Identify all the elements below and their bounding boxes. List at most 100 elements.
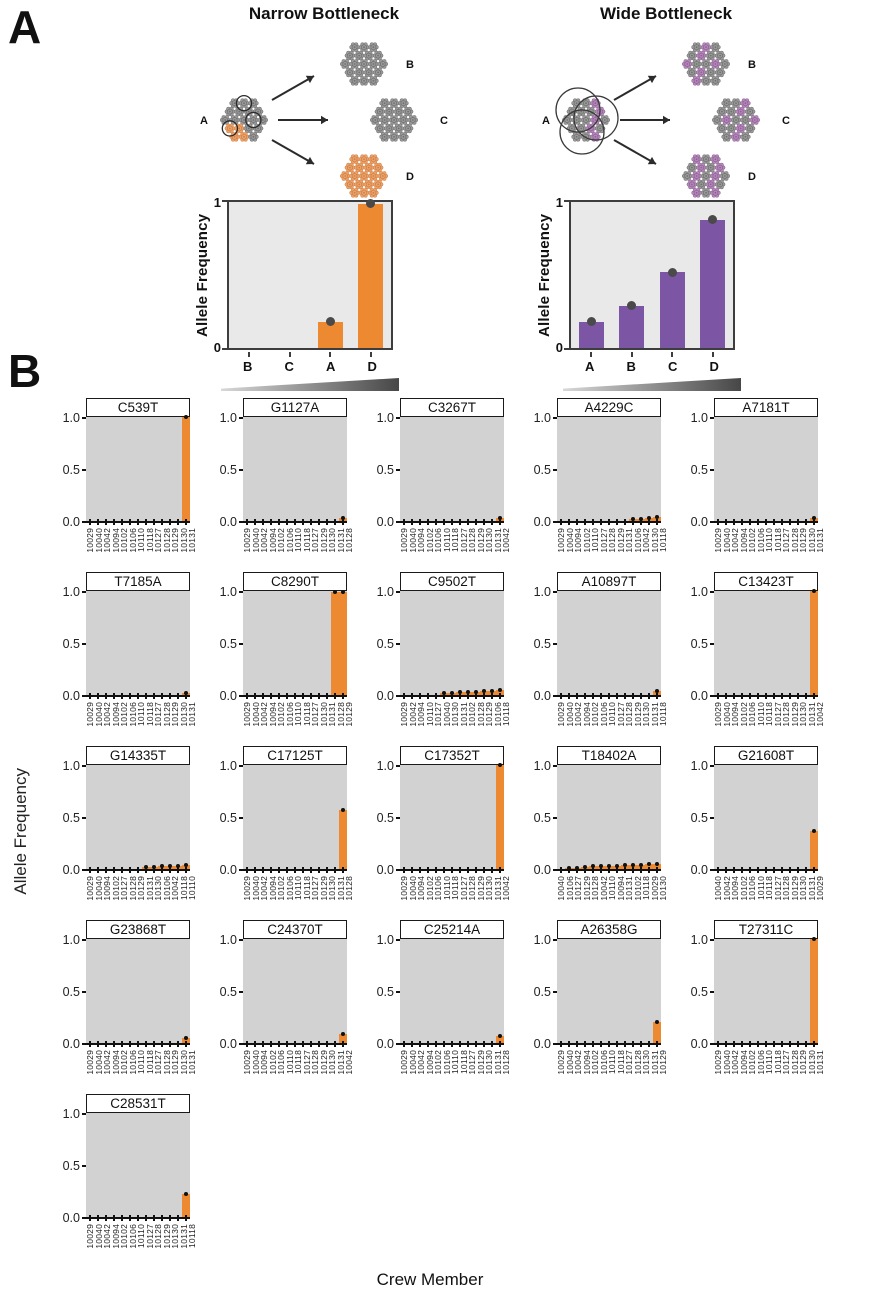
y-tick-label: 0.0 bbox=[376, 689, 394, 703]
y-tick-label: 1.0 bbox=[533, 585, 551, 599]
x-tick-mark bbox=[813, 867, 815, 873]
x-tick-mark bbox=[334, 1041, 336, 1047]
x-tick-label: 10129 bbox=[344, 702, 354, 727]
x-tick-label: 10131 bbox=[815, 1050, 825, 1075]
plot-area bbox=[243, 939, 347, 1047]
y-axis-ticks: 1.0 0.5 0.0 bbox=[370, 586, 400, 702]
x-tick-mark bbox=[749, 867, 751, 873]
allele-frequency-chart: A7181T 1.0 0.5 0.0 10029 10040 10042 10094 101… bbox=[684, 398, 836, 568]
y-tick-label: 0.5 bbox=[376, 463, 394, 477]
allele-bar bbox=[810, 830, 818, 869]
allele-frequency-chart: A26358G 1.0 0.5 0.0 10029 10040 10042 10094 10… bbox=[527, 920, 679, 1090]
x-tick-mark bbox=[278, 1041, 280, 1047]
x-tick-mark bbox=[310, 1041, 312, 1047]
x-tick-mark bbox=[640, 867, 642, 873]
x-tick-mark bbox=[789, 1041, 791, 1047]
x-tick-label: 10118 bbox=[658, 702, 668, 727]
y-tick-label: 0.5 bbox=[376, 811, 394, 825]
y-tick-label: 0.5 bbox=[376, 637, 394, 651]
x-tick-mark bbox=[483, 519, 485, 525]
y-tick-label: 0.0 bbox=[533, 515, 551, 529]
y-tick-label: 1.0 bbox=[690, 759, 708, 773]
x-tick-mark bbox=[246, 1041, 248, 1047]
data-point bbox=[325, 317, 335, 327]
x-axis-labels: 10040 10042 10094 10102 10106 10110 10118 10127… bbox=[713, 876, 825, 916]
x-tick-mark bbox=[568, 519, 570, 525]
y-axis-ticks: 1.0 0.5 0.0 bbox=[370, 934, 400, 1050]
x-tick-mark bbox=[475, 519, 477, 525]
virus-particle-core bbox=[257, 127, 259, 130]
plot-area bbox=[227, 199, 393, 357]
y-tick-label: 0.5 bbox=[219, 985, 237, 999]
x-tick-mark bbox=[797, 867, 799, 873]
crew-id: 10128 bbox=[501, 1050, 511, 1075]
x-tick-mark bbox=[560, 693, 562, 699]
x-tick-mark bbox=[733, 693, 735, 699]
x-tick-mark bbox=[161, 519, 163, 525]
x-tick-mark bbox=[105, 867, 107, 873]
data-point bbox=[812, 828, 816, 833]
mutation-title: G1127A bbox=[243, 398, 347, 417]
data-point bbox=[655, 861, 659, 866]
mutation-title: A10897T bbox=[557, 572, 661, 591]
plot-area bbox=[569, 200, 735, 357]
x-tick-mark bbox=[129, 867, 131, 873]
virus-particle-core bbox=[372, 158, 375, 161]
x-tick-mark bbox=[467, 519, 469, 525]
virus-particle-core bbox=[407, 110, 409, 113]
virus-particle-core bbox=[377, 166, 379, 169]
chart-body: 1.0 0.5 0.0 bbox=[56, 586, 208, 702]
x-tick-mark bbox=[656, 1041, 658, 1047]
mutation-title: A7181T bbox=[714, 398, 818, 417]
y-tick-label: 0.0 bbox=[62, 863, 80, 877]
virus-particle-core bbox=[749, 110, 751, 113]
x-tick-mark bbox=[113, 519, 115, 525]
x-tick-mark bbox=[411, 1041, 413, 1047]
virus-particle-core bbox=[377, 54, 379, 57]
y-axis-ticks: 1.0 0.5 0.0 bbox=[370, 412, 400, 528]
x-tick-label: 10042 bbox=[501, 876, 511, 901]
virus-particle-core bbox=[714, 191, 717, 194]
allele-frequency-chart: T27311C 1.0 0.5 0.0 10029 10040 10042 10094 10… bbox=[684, 920, 836, 1090]
x-tick-mark bbox=[773, 693, 775, 699]
mutation-title: C13423T bbox=[714, 572, 818, 591]
virus-particle-core bbox=[695, 63, 698, 65]
virus-particle-core bbox=[252, 102, 255, 105]
y-tick-label: 0.0 bbox=[219, 863, 237, 877]
x-tick-label: 10130 bbox=[658, 876, 668, 901]
y-tick-label: 0.0 bbox=[690, 1037, 708, 1051]
x-tick-label: 10131 bbox=[187, 528, 197, 553]
virus-particle-core bbox=[393, 102, 395, 105]
x-tick-mark bbox=[411, 867, 413, 873]
x-tick-mark bbox=[318, 693, 320, 699]
x-tick-mark bbox=[733, 867, 735, 873]
x-tick-mark bbox=[592, 519, 594, 525]
virus-particle-core bbox=[397, 127, 400, 130]
x-tick-mark bbox=[459, 867, 461, 873]
x-tick-mark bbox=[254, 519, 256, 525]
x-tick-mark bbox=[443, 519, 445, 525]
crew-id: 10118 bbox=[658, 702, 668, 727]
allele-bar bbox=[810, 591, 818, 695]
x-tick-mark bbox=[499, 693, 501, 699]
virus-particle-core bbox=[735, 135, 737, 138]
plot-area bbox=[86, 939, 190, 1047]
allele-frequency-chart: T7185A 1.0 0.5 0.0 10029 10040 10042 10094 101… bbox=[56, 572, 208, 742]
mutation-title: T7185A bbox=[86, 572, 190, 591]
y-axis-ticks: 1.0 0.5 0.0 bbox=[684, 586, 714, 702]
x-tick-mark bbox=[624, 867, 626, 873]
chart-body: 1.0 0.5 0.0 bbox=[56, 760, 208, 876]
virus-particle-core bbox=[705, 63, 707, 65]
x-tick-mark bbox=[185, 1215, 187, 1221]
panel-b: B Allele Frequency C539T 1.0 0.5 0.0 10029… bbox=[0, 348, 894, 1290]
x-tick-mark bbox=[326, 867, 328, 873]
x-tick-mark bbox=[294, 693, 296, 699]
x-tick-label: 10042 bbox=[501, 528, 511, 553]
x-tick-label: 10131 bbox=[815, 528, 825, 553]
plot-area bbox=[714, 589, 818, 699]
x-tick-mark bbox=[342, 867, 344, 873]
x-tick-mark bbox=[161, 693, 163, 699]
virus-particle-core bbox=[686, 63, 689, 65]
x-tick-mark bbox=[185, 519, 187, 525]
x-tick-mark bbox=[419, 519, 421, 525]
